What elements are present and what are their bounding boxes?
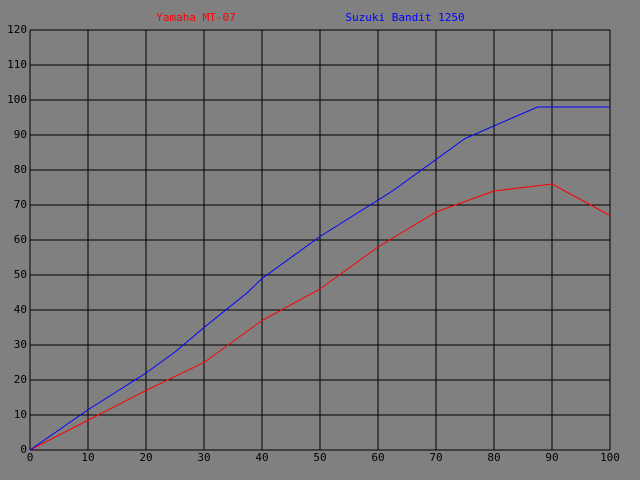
y-tick-label: 30 (14, 338, 27, 351)
x-tick-label: 40 (255, 451, 268, 464)
x-tick-label: 0 (27, 451, 34, 464)
x-tick-label: 20 (139, 451, 152, 464)
y-tick-label: 50 (14, 268, 27, 281)
legend-entry: Suzuki Bandit 1250 (345, 11, 464, 24)
y-tick-label: 20 (14, 373, 27, 386)
y-tick-label: 110 (7, 58, 27, 71)
y-tick-label: 40 (14, 303, 27, 316)
y-tick-label: 0 (20, 443, 27, 456)
x-tick-label: 100 (600, 451, 620, 464)
y-tick-label: 70 (14, 198, 27, 211)
x-tick-label: 70 (429, 451, 442, 464)
x-tick-label: 30 (197, 451, 210, 464)
x-tick-label: 10 (81, 451, 94, 464)
series-line (29, 106, 610, 451)
y-tick-label: 60 (14, 233, 27, 246)
x-tick-label: 50 (313, 451, 326, 464)
y-tick-label: 80 (14, 163, 27, 176)
x-tick-label: 80 (487, 451, 500, 464)
y-tick-label: 120 (7, 23, 27, 36)
series-line (29, 183, 611, 451)
y-tick-label: 100 (7, 93, 27, 106)
y-tick-label: 10 (14, 408, 27, 421)
y-tick-label: 90 (14, 128, 27, 141)
legend-entry: Yamaha MT-07 (156, 11, 235, 24)
x-tick-label: 90 (545, 451, 558, 464)
x-tick-label: 60 (371, 451, 384, 464)
